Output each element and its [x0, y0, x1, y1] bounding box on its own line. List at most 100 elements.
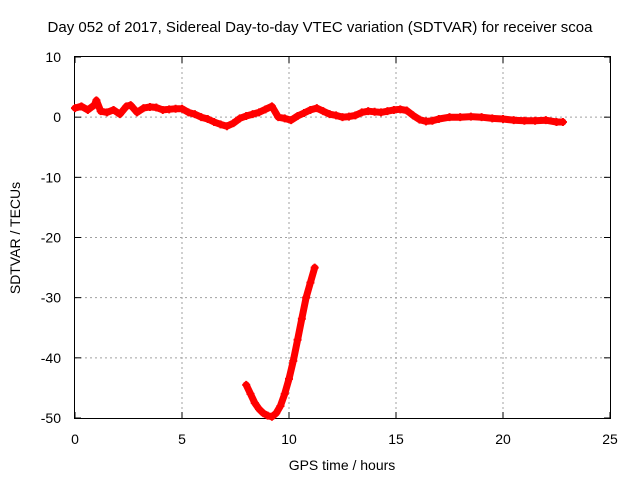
- data-point: [267, 102, 276, 111]
- data-point: [184, 108, 193, 117]
- data-point: [499, 114, 507, 123]
- data-point: [71, 104, 79, 113]
- data-point: [351, 111, 360, 120]
- data-point: [319, 107, 328, 116]
- data-point: [263, 411, 272, 420]
- x-tick-label: 0: [71, 431, 79, 447]
- data-point: [90, 101, 99, 110]
- data-point: [332, 111, 341, 120]
- y-tick-label: -50: [41, 410, 61, 426]
- data-point: [558, 117, 567, 126]
- data-point: [456, 113, 465, 122]
- data-point: [152, 103, 161, 112]
- y-tick-label: -30: [41, 290, 61, 306]
- data-point: [428, 116, 437, 125]
- data-point: [139, 104, 148, 113]
- data-point: [250, 398, 259, 407]
- data-point: [122, 102, 131, 111]
- data-point: [477, 113, 486, 122]
- x-tick-label: 25: [602, 431, 618, 447]
- data-point: [306, 278, 315, 287]
- data-point: [357, 108, 366, 117]
- y-tick-label: -20: [41, 230, 61, 246]
- data-point: [133, 108, 142, 117]
- data-point: [302, 293, 311, 302]
- data-point: [541, 116, 550, 125]
- series-dip: [242, 263, 319, 421]
- data-point: [293, 335, 302, 344]
- data-point: [92, 96, 101, 105]
- data-point: [77, 102, 86, 111]
- x-tick-label: 10: [281, 431, 297, 447]
- data-point: [242, 380, 251, 389]
- data-point: [383, 107, 392, 116]
- data-point: [109, 105, 118, 114]
- data-point: [466, 112, 475, 121]
- data-point: [222, 122, 231, 131]
- data-point: [255, 108, 264, 117]
- data-point: [235, 114, 244, 123]
- x-tick-label: 20: [495, 431, 511, 447]
- data-point: [103, 108, 112, 117]
- data-point: [203, 114, 212, 123]
- data-point: [289, 356, 298, 365]
- data-point: [126, 101, 135, 110]
- data-point: [255, 404, 264, 413]
- series-line: [71, 96, 567, 130]
- data-point: [274, 113, 283, 122]
- y-tick-label: -40: [41, 350, 61, 366]
- data-point: [272, 409, 281, 418]
- data-point: [197, 113, 206, 122]
- data-point: [83, 105, 92, 114]
- grid: [75, 57, 610, 418]
- y-tick-label: 10: [45, 49, 61, 65]
- data-point: [115, 110, 124, 119]
- data-point: [325, 110, 334, 119]
- data-point: [276, 401, 285, 410]
- data-point: [190, 110, 199, 119]
- data-point: [293, 111, 302, 120]
- y-axis-label: SDTVAR / TECUs: [7, 182, 23, 294]
- data-point: [415, 115, 424, 124]
- data-point: [210, 117, 219, 126]
- y-tick-label: 0: [53, 109, 61, 125]
- series-line: [242, 264, 319, 421]
- data-point: [306, 105, 315, 114]
- data-point: [96, 107, 105, 116]
- x-axis: 0 5 10 15 20 25: [71, 57, 618, 447]
- data-point: [377, 108, 386, 117]
- x-tick-label: 5: [178, 431, 186, 447]
- data-point: [216, 120, 225, 129]
- data-point: [445, 113, 454, 122]
- data-point: [402, 106, 411, 115]
- chart-title: Day 052 of 2017, Sidereal Day-to-day VTE…: [48, 19, 594, 36]
- y-tick-label: -10: [41, 169, 61, 185]
- data-point: [509, 116, 518, 125]
- data-point: [396, 105, 405, 114]
- data-point: [299, 108, 308, 117]
- data-point: [246, 389, 255, 398]
- series-layer: [71, 96, 567, 421]
- data-point: [434, 114, 443, 123]
- data-point: [242, 111, 251, 120]
- data-point: [409, 111, 418, 120]
- y-axis: 10 0 -10 -20 -30 -40 -50: [41, 49, 610, 426]
- x-axis-label: GPS time / hours: [289, 457, 396, 473]
- data-point: [312, 104, 321, 113]
- x-tick-label: 15: [388, 431, 404, 447]
- data-point: [344, 112, 353, 121]
- data-point: [259, 409, 268, 418]
- series-main: [71, 96, 567, 131]
- data-point: [267, 412, 276, 421]
- data-point: [229, 119, 238, 128]
- data-point: [280, 114, 289, 123]
- data-point: [248, 110, 257, 119]
- data-point: [310, 263, 319, 272]
- data-point: [178, 104, 186, 113]
- data-point: [285, 374, 293, 383]
- data-point: [531, 116, 540, 125]
- data-point: [280, 389, 289, 398]
- data-point: [520, 116, 529, 125]
- data-point: [488, 114, 497, 123]
